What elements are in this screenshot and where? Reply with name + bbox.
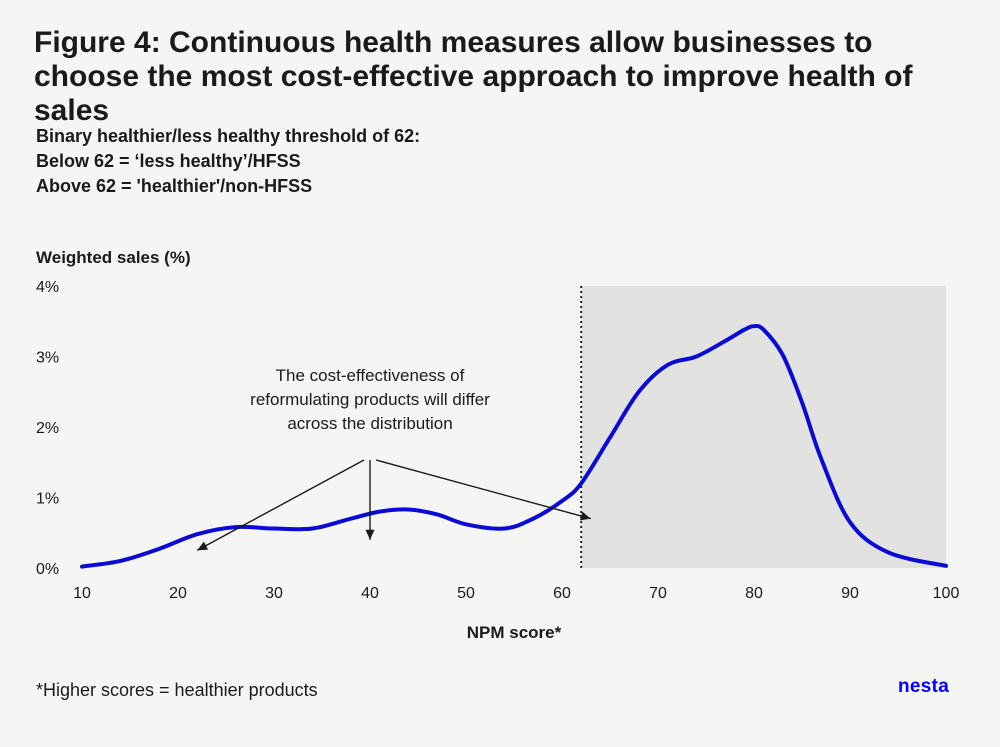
healthier-shaded-region	[581, 286, 946, 568]
x-axis-label: NPM score*	[467, 623, 562, 642]
annotation-arrow	[365, 460, 375, 540]
y-tick-label: 2%	[36, 420, 59, 437]
x-axis-ticks: 10 20 30 40 50 60 70 80 90 100	[73, 585, 959, 602]
threshold-note-line-1: Binary healthier/less healthy threshold …	[36, 126, 421, 146]
annotation-arrows	[196, 459, 591, 551]
y-tick-label: 4%	[36, 279, 59, 296]
y-tick-label: 3%	[36, 350, 59, 367]
annotation-arrow	[196, 459, 365, 551]
x-tick-label: 80	[745, 585, 763, 602]
x-tick-label: 70	[649, 585, 667, 602]
x-tick-label: 10	[73, 585, 91, 602]
threshold-note-line-3: Above 62 = 'healthier'/non-HFSS	[36, 176, 313, 196]
y-tick-label: 0%	[36, 561, 59, 578]
y-axis-ticks: 0% 1% 2% 3% 4%	[36, 279, 59, 578]
x-tick-label: 60	[553, 585, 571, 602]
y-axis-label: Weighted sales (%)	[36, 248, 191, 267]
annotation-arrow	[375, 459, 591, 521]
sales-distribution-line	[80, 324, 948, 569]
x-tick-label: 40	[361, 585, 379, 602]
nesta-logo: nesta	[898, 676, 950, 697]
y-tick-label: 1%	[36, 491, 59, 508]
x-tick-label: 20	[169, 585, 187, 602]
annotation-text: The cost-effectiveness of reformulating …	[250, 366, 490, 433]
x-tick-label: 100	[933, 585, 960, 602]
x-tick-label: 50	[457, 585, 475, 602]
x-tick-label: 90	[841, 585, 859, 602]
x-tick-label: 30	[265, 585, 283, 602]
threshold-note: Binary healthier/less healthy threshold …	[36, 124, 736, 199]
chart-title: Figure 4: Continuous health measures all…	[34, 26, 913, 127]
threshold-note-line-2: Below 62 = ‘less healthy’/HFSS	[36, 151, 301, 171]
footnote: *Higher scores = healthier products	[36, 680, 318, 700]
